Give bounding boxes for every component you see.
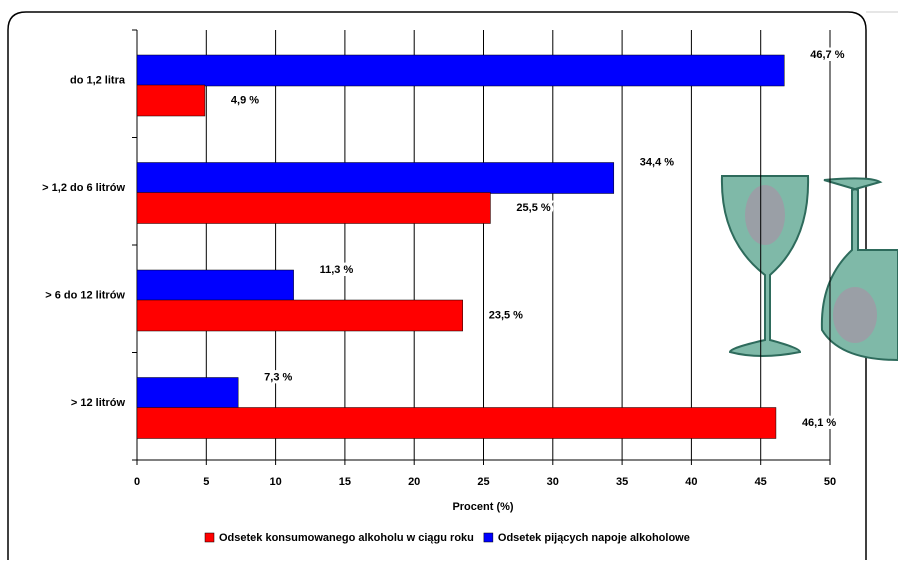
x-tick-label: 35 [616, 476, 628, 488]
value-label: 46,1 % [802, 417, 836, 429]
x-tick-label: 30 [547, 476, 559, 488]
x-tick-label: 0 [134, 476, 140, 488]
glass-illustration [720, 175, 898, 362]
y-tick-label: > 6 do 12 litrów [45, 290, 125, 302]
bar [136, 192, 491, 224]
glass-upright [720, 175, 810, 357]
y-tick-label: > 12 litrów [71, 397, 126, 409]
value-label: 7,3 % [264, 371, 292, 383]
x-tick-label: 40 [685, 476, 697, 488]
bar [136, 407, 777, 439]
x-tick-label: 20 [408, 476, 420, 488]
value-label: 34,4 % [640, 156, 674, 168]
bar [136, 269, 294, 302]
x-tick-label: 15 [339, 476, 351, 488]
bar [136, 162, 615, 194]
value-label: 46,7 % [810, 49, 844, 61]
bar [136, 84, 206, 117]
bar [136, 377, 239, 409]
bar [136, 54, 785, 87]
x-tick-label: 5 [203, 476, 209, 488]
chart-frame [7, 11, 867, 560]
figure [833, 287, 877, 343]
y-tick-label: > 1,2 do 6 litrów [42, 182, 125, 194]
legend-label: Odsetek pijących napoje alkoholowe [498, 532, 690, 544]
legend-label: Odsetek konsumowanego alkoholu w ciągu r… [219, 532, 474, 544]
value-label: 4,9 % [231, 94, 259, 106]
value-label: 25,5 % [516, 202, 550, 214]
bar [136, 299, 463, 332]
figure [745, 185, 785, 245]
x-tick-label: 25 [477, 476, 489, 488]
legend-swatch [204, 532, 215, 543]
value-label: 11,3 % [320, 264, 354, 276]
y-tick-label: do 1,2 litra [70, 75, 126, 87]
x-tick-label: 45 [755, 476, 767, 488]
x-tick-label: 10 [269, 476, 281, 488]
x-axis-label: Procent (%) [452, 501, 513, 513]
legend-swatch [483, 532, 494, 543]
value-label: 23,5 % [489, 309, 523, 321]
x-tick-label: 50 [824, 476, 836, 488]
